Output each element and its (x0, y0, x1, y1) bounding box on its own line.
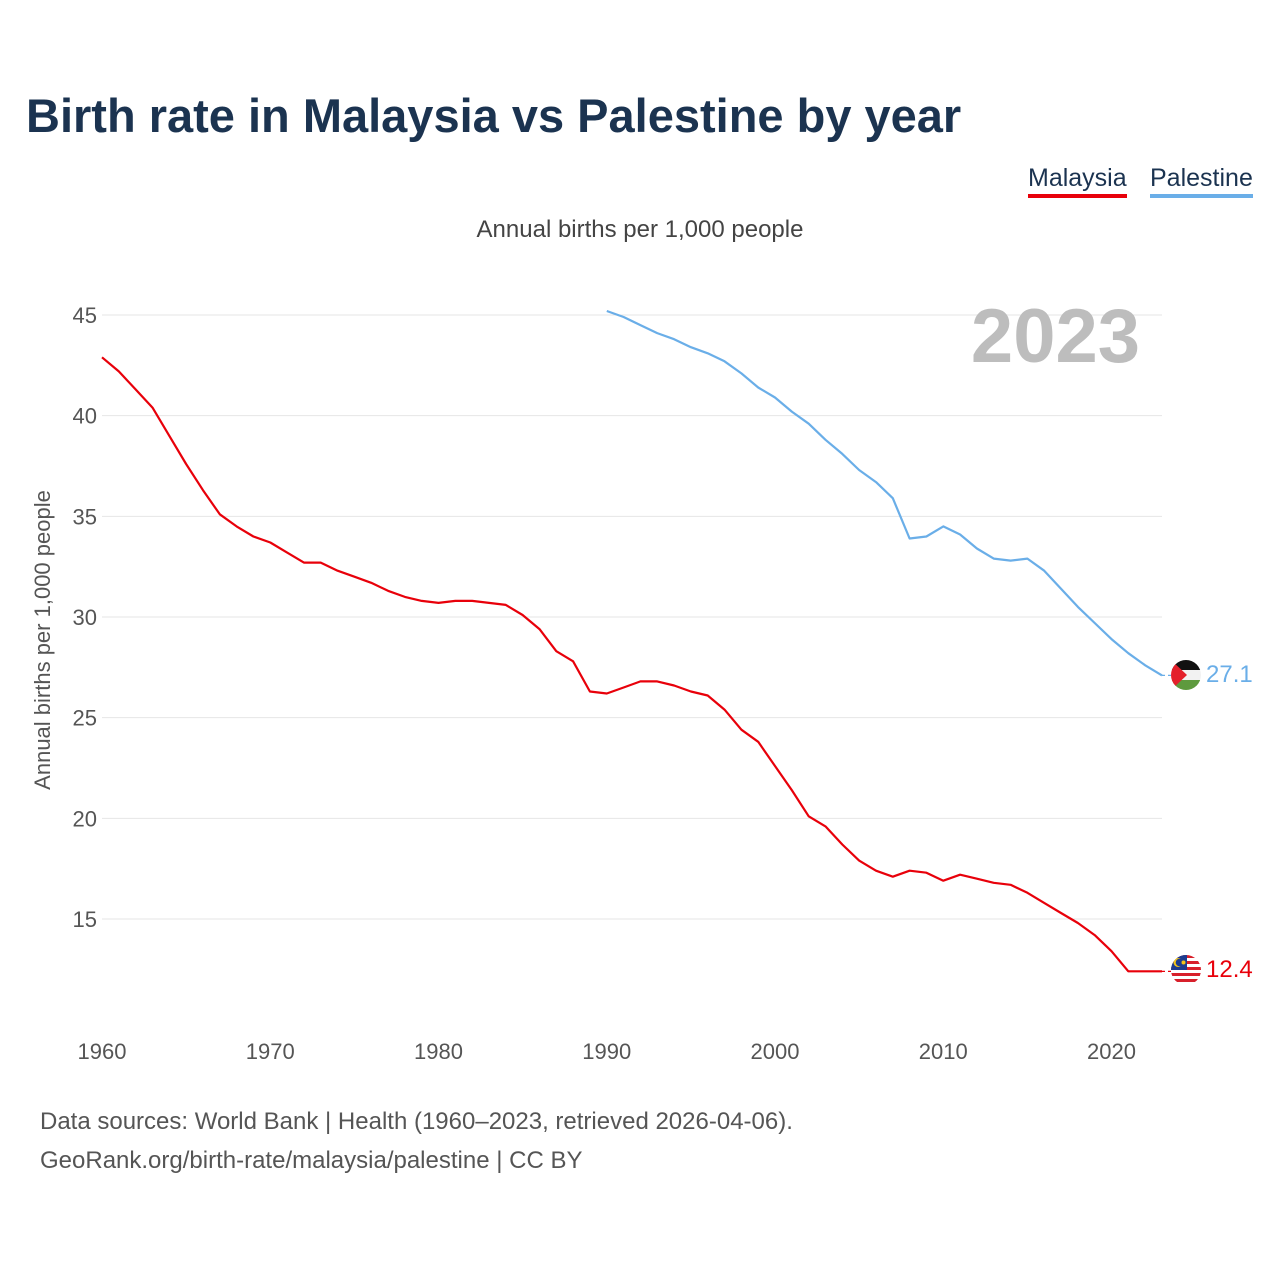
year-watermark: 2023 (971, 294, 1140, 379)
x-tick-labels: 1960 1970 1980 1990 2000 2010 2020 (78, 1039, 1136, 1064)
legend-item-palestine[interactable]: Palestine (1150, 164, 1253, 198)
y-tick-label: 15 (73, 907, 97, 932)
legend-item-malaysia[interactable]: Malaysia (1028, 164, 1127, 198)
y-axis-title: Annual births per 1,000 people (30, 490, 55, 790)
end-label-malaysia: 12.4 (1206, 956, 1253, 983)
x-tick-label: 2000 (751, 1039, 800, 1064)
y-tick-labels: 15 20 25 30 35 40 45 (73, 303, 97, 932)
chart-subtitle: Annual births per 1,000 people (476, 216, 804, 243)
y-tick-label: 25 (73, 706, 97, 731)
y-tick-label: 35 (73, 504, 97, 529)
series-line-palestine[interactable] (606, 309, 1163, 677)
series-line-malaysia[interactable] (101, 356, 1162, 973)
x-tick-label: 2010 (919, 1039, 968, 1064)
palestine-flag-icon (1171, 660, 1201, 690)
x-tick-label: 1990 (582, 1039, 631, 1064)
y-tick-label: 30 (73, 605, 97, 630)
y-tick-label: 45 (73, 303, 97, 328)
series-layer (101, 309, 1172, 973)
data-source-text: Data sources: World Bank | Health (1960–… (40, 1108, 793, 1135)
malaysia-flag-icon (1171, 955, 1201, 985)
y-tick-label: 40 (73, 404, 97, 429)
x-tick-label: 1960 (78, 1039, 127, 1064)
attribution-link[interactable]: GeoRank.org/birth-rate/malaysia/palestin… (40, 1147, 583, 1174)
x-tick-label: 1980 (414, 1039, 463, 1064)
chart-title: Birth rate in Malaysia vs Palestine by y… (26, 89, 962, 142)
y-tick-label: 20 (73, 806, 97, 831)
grid-layer (102, 314, 1162, 920)
end-label-palestine: 27.1 (1206, 661, 1253, 688)
x-tick-label: 2020 (1087, 1039, 1136, 1064)
x-tick-label: 1970 (246, 1039, 295, 1064)
